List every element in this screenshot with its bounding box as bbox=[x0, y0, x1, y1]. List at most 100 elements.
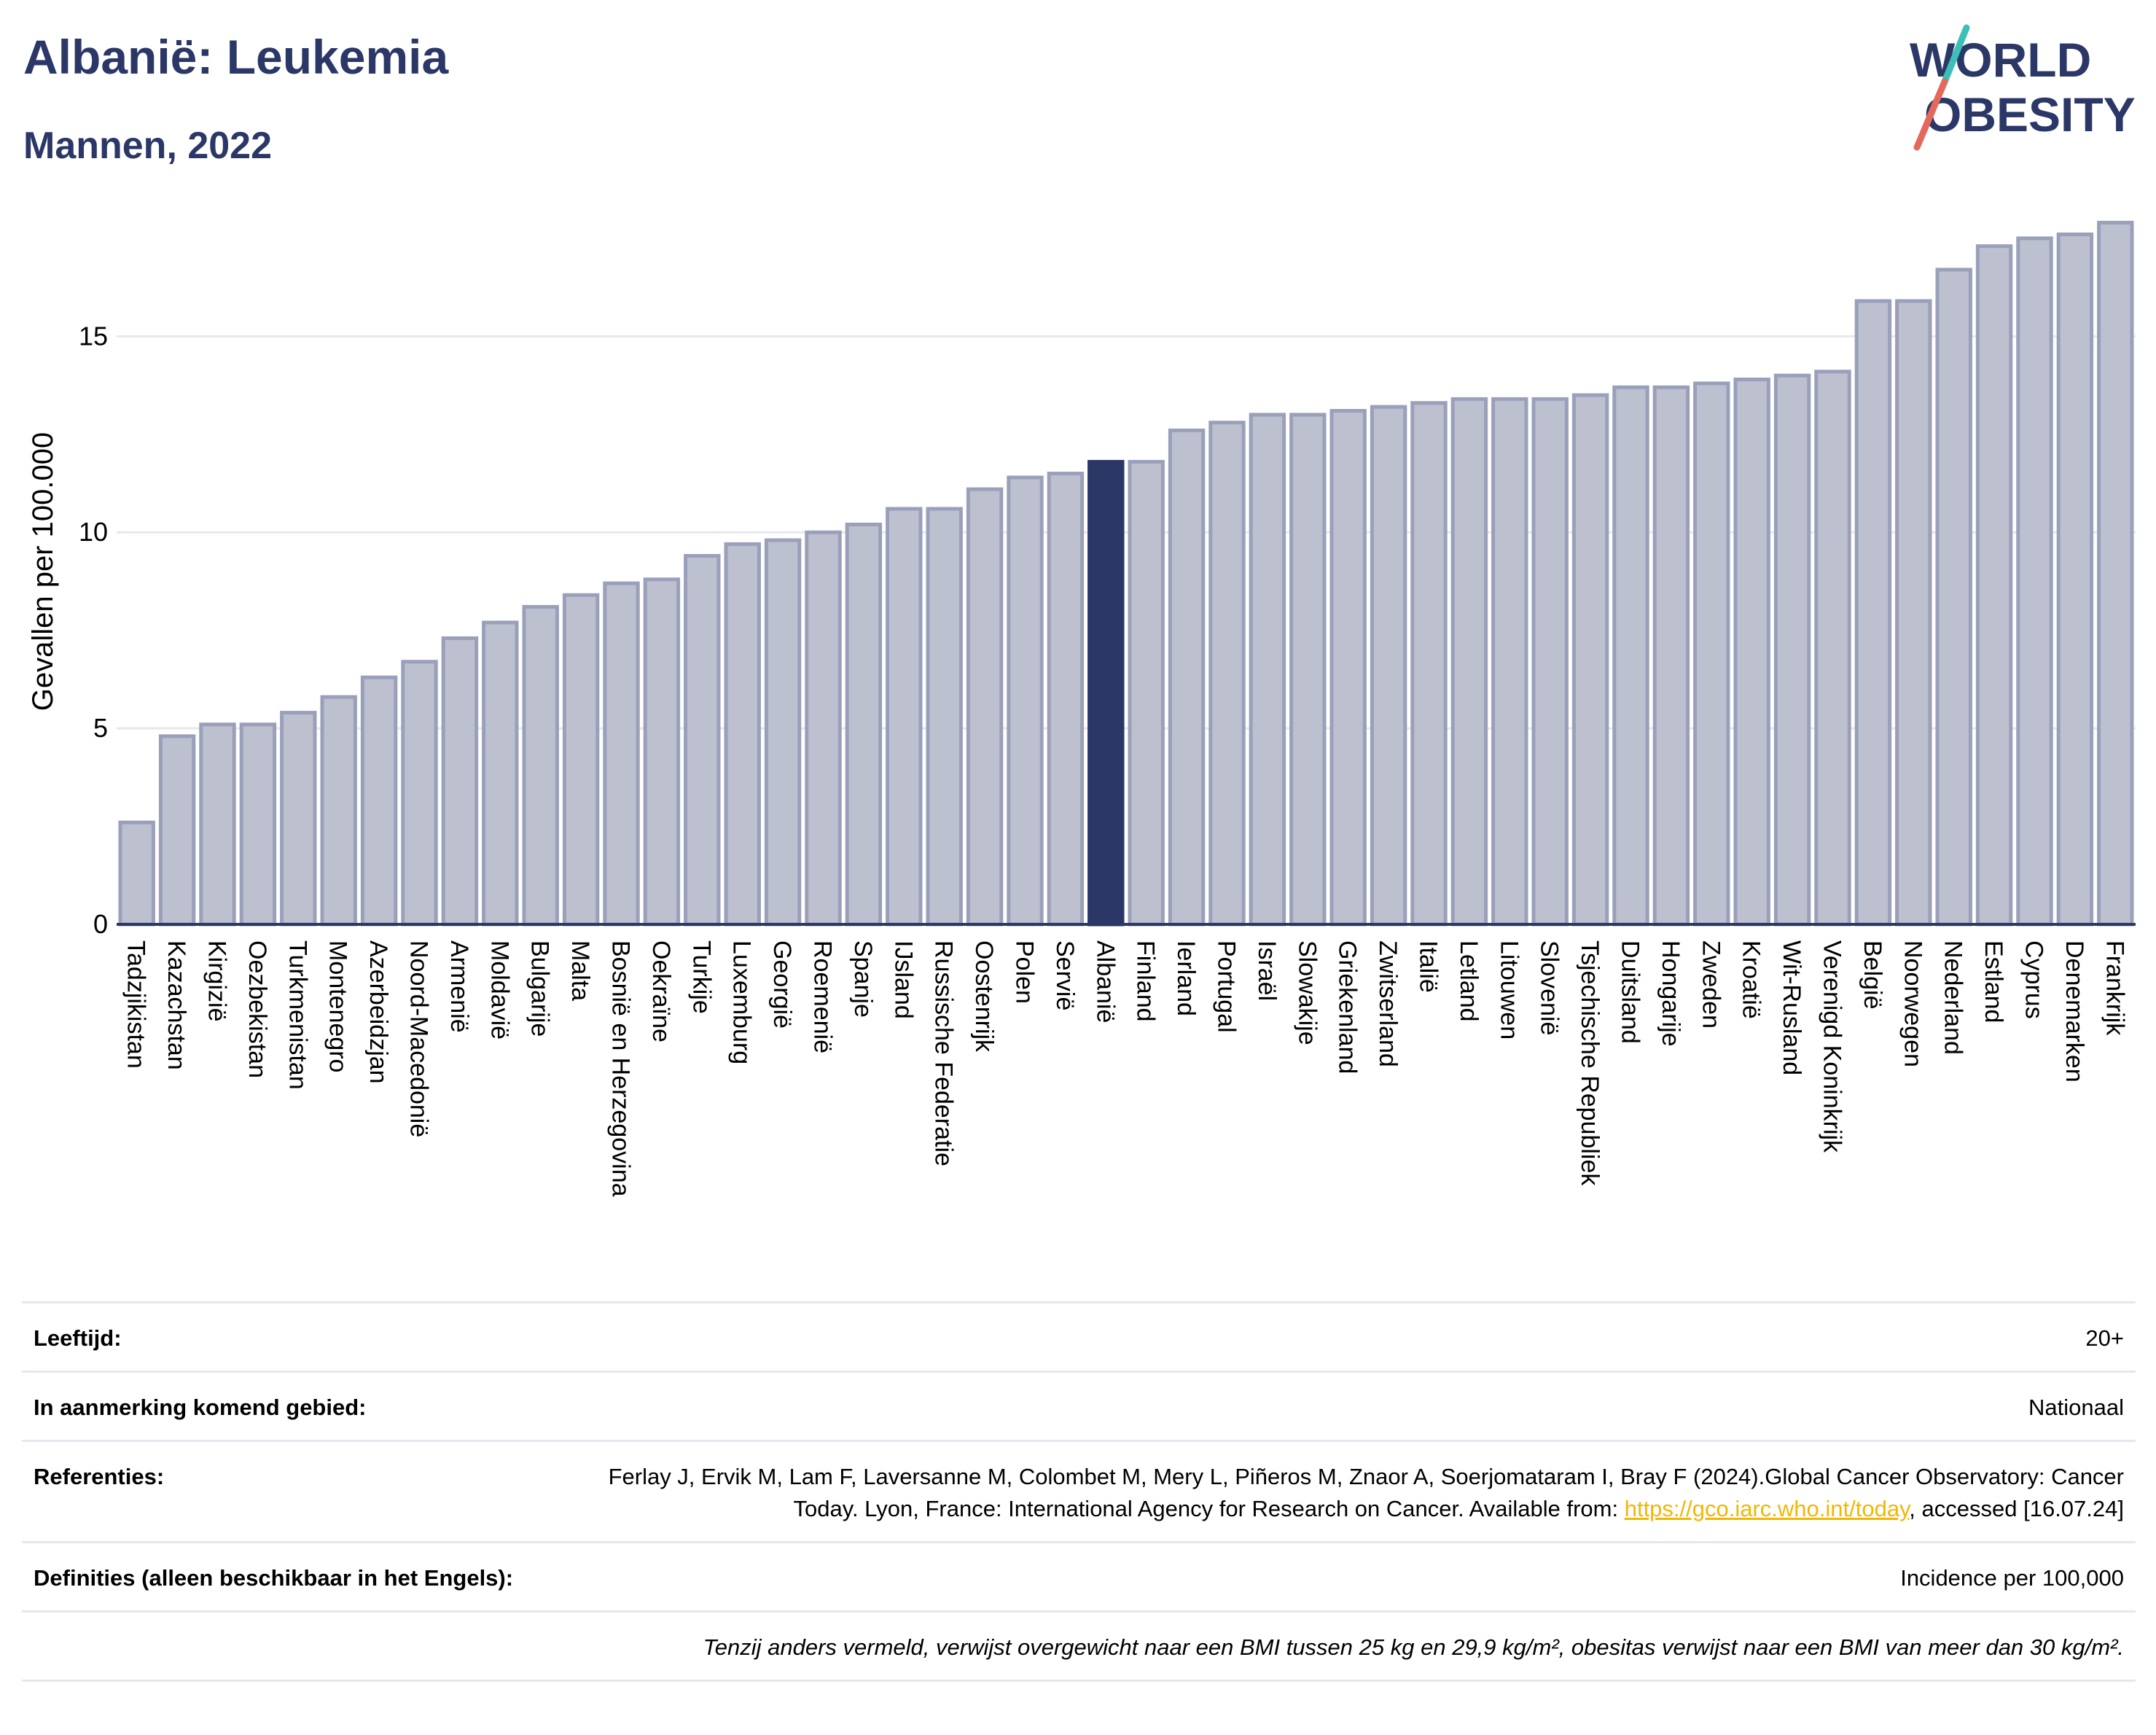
bar bbox=[845, 522, 883, 927]
x-tick-label: Letland bbox=[1455, 940, 1483, 1022]
bar bbox=[1208, 421, 1246, 927]
y-axis-label: Gevallen per 100.000 bbox=[27, 432, 59, 711]
bar bbox=[1531, 397, 1569, 927]
x-tick-label: Bosnië en Herzegovina bbox=[607, 940, 635, 1197]
bar bbox=[239, 722, 277, 927]
bar bbox=[2097, 220, 2134, 927]
bar bbox=[1693, 381, 1730, 927]
x-tick-label: Tsjechische Republiek bbox=[1576, 940, 1604, 1186]
definitions-label: Definities (alleen beschikbaar in het En… bbox=[34, 1565, 514, 1591]
x-tick-label: Bulgarije bbox=[526, 940, 554, 1037]
bar bbox=[1047, 472, 1085, 927]
bar bbox=[603, 581, 640, 927]
references-tail: , accessed [16.07.24] bbox=[1909, 1496, 2124, 1521]
x-tick-label: Oostenrijk bbox=[970, 940, 998, 1053]
bar bbox=[1854, 299, 1892, 927]
bar bbox=[118, 820, 155, 927]
bar bbox=[1814, 370, 1851, 927]
bar bbox=[441, 636, 479, 927]
x-tick-label: Slovenië bbox=[1536, 940, 1563, 1035]
x-tick-label: Armenië bbox=[445, 940, 473, 1033]
metadata-table: Leeftijd: 20+ In aanmerking komend gebie… bbox=[22, 1301, 2136, 1682]
x-tick-label: Kirgizië bbox=[203, 940, 231, 1021]
x-tick-label: Turkmenistan bbox=[284, 940, 311, 1090]
bar bbox=[966, 487, 1004, 927]
x-tick-label: Noorwegen bbox=[1899, 940, 1926, 1067]
bar bbox=[1128, 459, 1165, 927]
bar bbox=[1895, 299, 1932, 927]
bar bbox=[926, 507, 963, 927]
area-value: Nationaal bbox=[2028, 1395, 2124, 1420]
bar bbox=[1975, 244, 2013, 927]
x-tick-label: Cyprus bbox=[2020, 940, 2048, 1019]
bar bbox=[562, 593, 600, 927]
bar bbox=[1249, 413, 1286, 927]
bar bbox=[199, 722, 236, 927]
x-tick-label: Servië bbox=[1051, 940, 1079, 1010]
x-tick-label: Oekraïne bbox=[647, 940, 675, 1042]
x-tick-label: Denemarken bbox=[2061, 940, 2088, 1083]
x-tick-label: Kazachstan bbox=[163, 940, 190, 1070]
bar bbox=[643, 577, 681, 927]
meta-row-references: Referenties: Ferlay J, Ervik M, Lam F, L… bbox=[22, 1440, 2136, 1541]
bar bbox=[1087, 459, 1125, 927]
y-tick-label: 5 bbox=[93, 713, 108, 743]
references-label: Referenties: bbox=[34, 1464, 165, 1489]
meta-row-definitions: Definities (alleen beschikbaar in het En… bbox=[22, 1541, 2136, 1610]
bar bbox=[1007, 475, 1044, 927]
x-tick-label: Nederland bbox=[1940, 940, 1967, 1055]
x-tick-label: Griekenland bbox=[1334, 940, 1362, 1074]
bar bbox=[1571, 393, 1609, 927]
y-tick-label: 15 bbox=[79, 321, 108, 351]
x-tick-label: Noord-Macedonië bbox=[405, 940, 433, 1137]
bar bbox=[1652, 385, 1690, 927]
references-link[interactable]: https://gco.iarc.who.int/today bbox=[1624, 1496, 1910, 1521]
bar bbox=[1491, 397, 1528, 927]
x-tick-label: Roemenië bbox=[809, 940, 837, 1053]
x-tick-label: Georgië bbox=[768, 940, 796, 1029]
x-tick-label: Oezbekistan bbox=[243, 940, 271, 1078]
bar bbox=[1935, 268, 1972, 927]
bar bbox=[1168, 428, 1206, 927]
x-tick-label: Albanië bbox=[1091, 940, 1119, 1023]
bar bbox=[1329, 409, 1367, 927]
bar bbox=[1450, 397, 1488, 927]
x-tick-label: Verenigd Koninkrijk bbox=[1819, 940, 1846, 1153]
x-tick-label: Zweden bbox=[1697, 940, 1725, 1029]
bar bbox=[724, 542, 761, 927]
meta-row-note: Tenzij anders vermeld, verwijst overgewi… bbox=[22, 1610, 2136, 1682]
logo-accent-teal bbox=[1941, 24, 1970, 85]
bar bbox=[1612, 385, 1649, 927]
bar bbox=[764, 538, 802, 927]
x-tick-label: Duitsland bbox=[1617, 940, 1644, 1044]
y-tick-label: 0 bbox=[93, 909, 108, 939]
bar bbox=[1773, 373, 1811, 927]
bar bbox=[280, 711, 317, 927]
x-tick-label: Spanje bbox=[849, 940, 877, 1018]
definitions-value: Incidence per 100,000 bbox=[1900, 1565, 2124, 1591]
bar bbox=[401, 660, 438, 927]
bar bbox=[482, 620, 519, 927]
age-value: 20+ bbox=[2085, 1325, 2124, 1351]
x-tick-label: Malta bbox=[566, 940, 594, 1001]
x-tick-label: Estland bbox=[1980, 940, 2007, 1023]
x-tick-label: Turkije bbox=[687, 940, 715, 1014]
references-value: Ferlay J, Ervik M, Lam F, Laversanne M, … bbox=[593, 1461, 2124, 1525]
bar bbox=[1410, 401, 1448, 927]
footnote: Tenzij anders vermeld, verwijst overgewi… bbox=[703, 1634, 2124, 1660]
x-tick-label: Kroatië bbox=[1738, 940, 1765, 1019]
references-text: Ferlay J, Ervik M, Lam F, Laversanne M, … bbox=[608, 1464, 2124, 1521]
logo-line2: OBESITY bbox=[1924, 87, 2136, 141]
x-tick-label: België bbox=[1859, 940, 1886, 1010]
x-tick-label: Italië bbox=[1415, 940, 1442, 993]
bar bbox=[886, 507, 923, 927]
x-tick-label: Litouwen bbox=[1495, 940, 1523, 1040]
x-tick-label: Slowakije bbox=[1293, 940, 1321, 1045]
bar bbox=[360, 675, 398, 927]
x-tick-label: Luxemburg bbox=[728, 940, 756, 1064]
x-tick-label: Tadzjikistan bbox=[122, 940, 150, 1069]
meta-row-area: In aanmerking komend gebied: Nationaal bbox=[22, 1371, 2136, 1440]
x-tick-label: Moldavië bbox=[485, 940, 513, 1040]
x-tick-label: Russische Federatie bbox=[930, 940, 958, 1166]
age-label: Leeftijd: bbox=[34, 1325, 122, 1351]
